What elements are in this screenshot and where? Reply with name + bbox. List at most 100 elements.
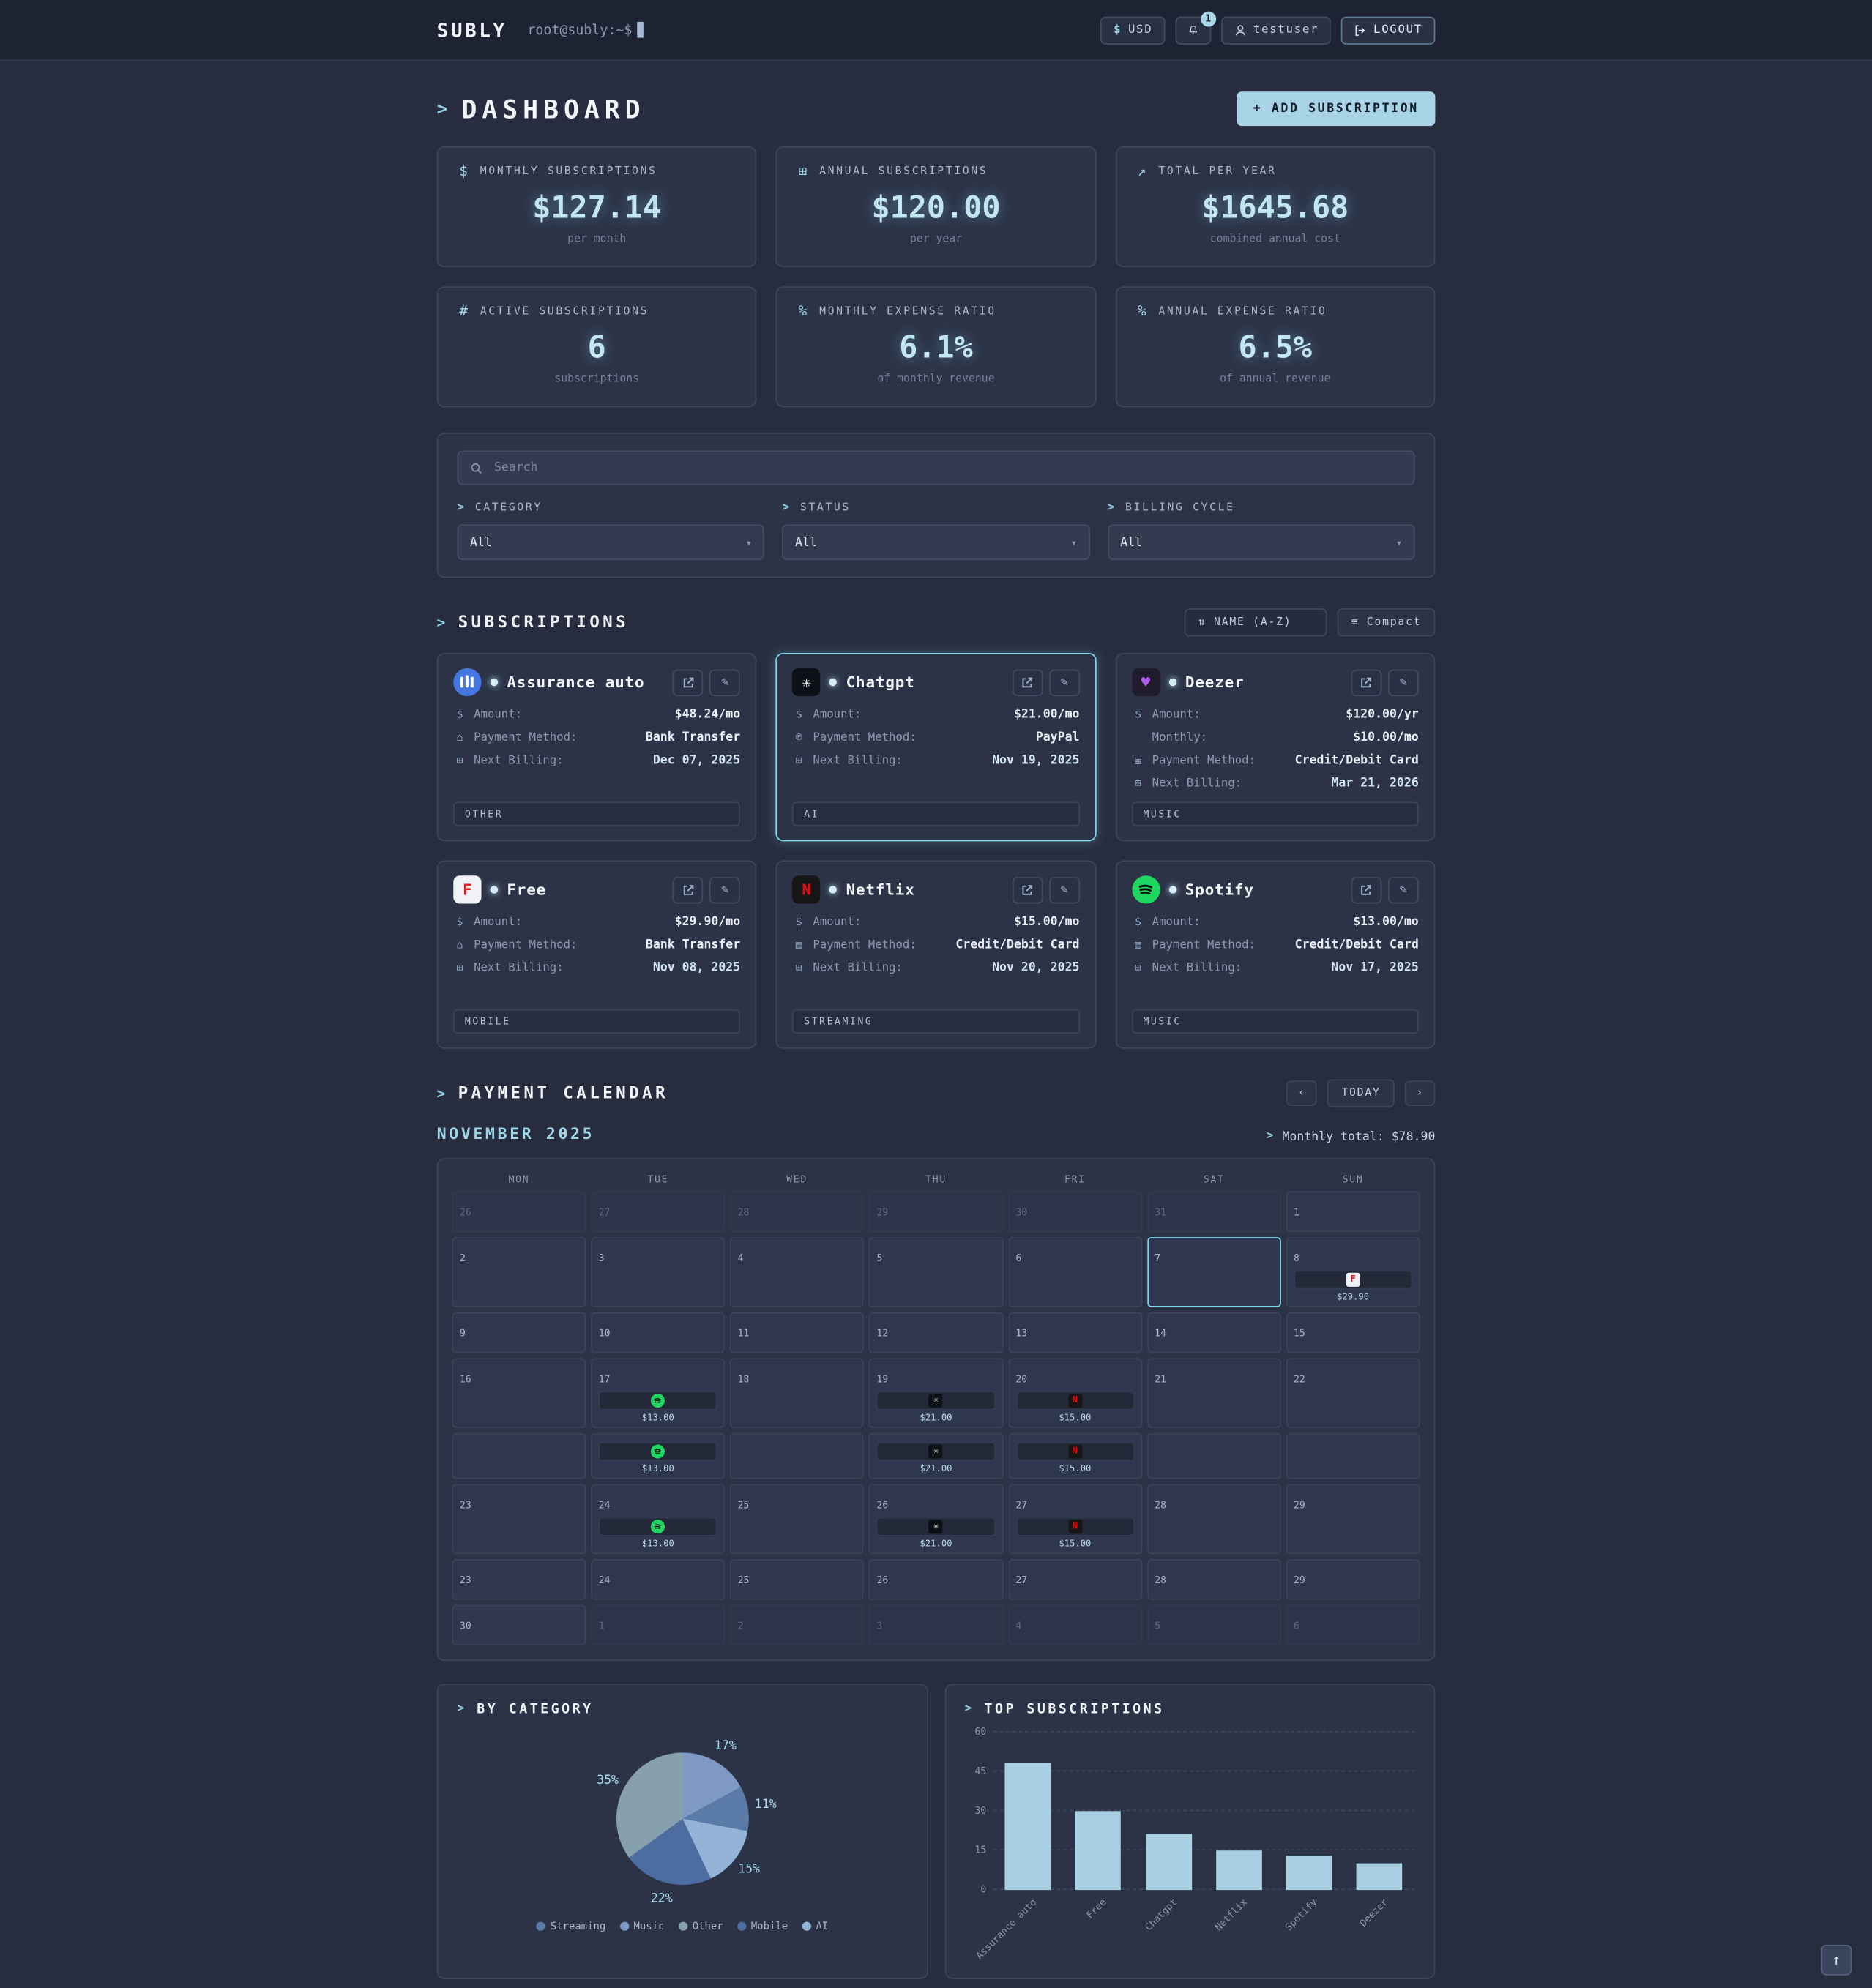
open-external-button[interactable] (673, 876, 704, 903)
status-select[interactable]: All ▾ (782, 524, 1090, 561)
bar-free (1075, 1810, 1122, 1890)
subscription-card-spotify[interactable]: Spotify ✎ $ Amount: $13.00/mo ▤ Payment Method… (1115, 860, 1436, 1049)
stat-value: $127.14 (532, 190, 662, 225)
field-value: Credit/Debit Card (955, 938, 1080, 952)
calendar-prev-button[interactable]: ‹ (1286, 1080, 1318, 1107)
open-external-button[interactable] (1012, 668, 1043, 696)
calendar-day-cell: ✳ $21.00 (869, 1432, 1003, 1479)
calendar-day-28: 28 (1146, 1558, 1281, 1599)
stat-value: $120.00 (871, 190, 1001, 225)
scroll-to-top-button[interactable]: ↑ (1821, 1944, 1852, 1976)
subscription-card-free[interactable]: F Free ✎ $ Amount: $29.90/mo ⌂ Payment Method: B… (436, 860, 757, 1049)
field-value: $120.00/yr (1346, 707, 1419, 722)
free-glyph: F (1350, 1273, 1356, 1284)
filter-category: > CATEGORY All ▾ (457, 501, 765, 561)
subscription-field-row: ⊞ Next Billing: Mar 21, 2026 (1132, 777, 1419, 791)
calendar-event-spotify[interactable]: $13.00 (598, 1441, 717, 1473)
subscription-card-chatgpt[interactable]: ✳ Chatgpt ✎ $ Amount: $21.00/mo ℗ Payment Metho… (775, 653, 1097, 842)
search-input[interactable] (491, 459, 1403, 477)
open-external-button[interactable] (1351, 668, 1382, 696)
spotify-logo-icon (651, 1443, 665, 1458)
dollar-icon: $ (459, 162, 468, 180)
legend-item-music[interactable]: Music (619, 1920, 664, 1932)
calendar-day-25: 25 (730, 1558, 865, 1599)
edit-button[interactable]: ✎ (1388, 876, 1419, 903)
open-external-button[interactable] (1012, 876, 1043, 903)
edit-button[interactable]: ✎ (1048, 876, 1080, 903)
edit-button[interactable]: ✎ (709, 876, 741, 903)
calendar-event-netflix[interactable]: N $15.00 (1015, 1516, 1135, 1548)
calendar-day-11: 11 (730, 1311, 865, 1353)
bar-chart: 0 15 30 45 60 (965, 1725, 1415, 1894)
compact-view-button[interactable]: ≡ Compact (1337, 608, 1436, 637)
calendar-icon: ⊞ (798, 162, 808, 180)
external-link-icon (1022, 884, 1033, 894)
prompt-chevron: > (1266, 1130, 1274, 1143)
subscription-field-row: ⊞ Next Billing: Nov 20, 2025 (793, 961, 1080, 975)
subscription-card-assurance[interactable]: Assurance auto ✎ $ Amount: $48.24/mo ⌂ Payment… (436, 653, 757, 842)
field-label-text: Payment Method: (474, 938, 578, 952)
calendar-today-button[interactable]: TODAY (1327, 1079, 1395, 1107)
subscription-card-deezer[interactable]: ♥ Deezer ✎ $ Amount: $120.00/yr Monthly: $10.00… (1115, 653, 1436, 842)
subscription-name: Assurance auto (507, 673, 645, 692)
subscription-card-header: ♥ Deezer ✎ (1131, 668, 1419, 697)
edit-button[interactable]: ✎ (709, 668, 741, 696)
stat-card-header: % MONTHLY EXPENSE RATIO (795, 303, 1077, 320)
calendar-next-button[interactable]: › (1404, 1080, 1436, 1107)
today-label: TODAY (1341, 1086, 1381, 1100)
bar-label-netflix: Netflix (1212, 1895, 1250, 1932)
spotify-logo-icon (651, 1519, 665, 1533)
bar-assurance-auto (1004, 1762, 1051, 1890)
open-external-button[interactable] (1351, 876, 1382, 903)
field-label: ▤ Payment Method: (793, 938, 917, 951)
field-value: $21.00/mo (1013, 707, 1080, 722)
field-label-text: Amount: (1152, 916, 1201, 929)
open-external-button[interactable] (673, 668, 704, 696)
edit-button[interactable]: ✎ (1388, 668, 1419, 696)
status-dot (829, 886, 838, 894)
subscription-card-netflix[interactable]: N Netflix ✎ $ Amount: $15.00/mo ▤ Payment Metho… (775, 860, 1097, 1049)
user-button[interactable]: testuser (1221, 15, 1332, 44)
calendar-event-netflix[interactable]: N $15.00 (1015, 1441, 1135, 1473)
trend-icon: ↗ (1137, 162, 1146, 180)
calendar-event-chatgpt[interactable]: ✳ $21.00 (876, 1390, 996, 1422)
subscription-card-header: F Free ✎ (453, 875, 741, 904)
edit-button[interactable]: ✎ (1048, 668, 1080, 696)
calendar-event-chatgpt[interactable]: ✳ $21.00 (876, 1516, 996, 1548)
calendar-day-cell (730, 1432, 865, 1479)
day-number: 5 (1155, 1619, 1161, 1632)
legend-item-streaming[interactable]: Streaming (536, 1920, 605, 1932)
dashboard-header: > DASHBOARD + ADD SUBSCRIPTION (437, 91, 1436, 127)
stat-value: 6 (587, 329, 606, 366)
currency-button[interactable]: $ USD (1100, 15, 1166, 44)
notifications-button[interactable]: 1 (1175, 10, 1217, 44)
day-number: 25 (737, 1498, 750, 1511)
add-subscription-button[interactable]: + ADD SUBSCRIPTION (1237, 91, 1436, 127)
external-link-icon (1362, 676, 1372, 687)
card-icon: ▤ (1135, 754, 1141, 767)
filter-billing-label: BILLING CYCLE (1125, 501, 1235, 515)
event-pill: ✳ (876, 1516, 996, 1536)
bar-chart-y-axis: 0 15 30 45 60 (965, 1725, 993, 1894)
calendar-event-spotify[interactable]: $13.00 (598, 1390, 717, 1422)
calendar-event-chatgpt[interactable]: ✳ $21.00 (876, 1441, 996, 1473)
legend-item-mobile[interactable]: Mobile (737, 1920, 788, 1932)
calendar-event-netflix[interactable]: N $15.00 (1015, 1390, 1135, 1422)
category-select[interactable]: All ▾ (457, 524, 765, 561)
sort-button[interactable]: ⇅ NAME (A-Z) (1184, 608, 1327, 637)
pie-percent-ai: 15% (738, 1862, 761, 1877)
by-category-title: BY CATEGORY (477, 1700, 594, 1716)
calendar-event-free[interactable]: F $29.90 (1294, 1269, 1413, 1301)
legend-item-other[interactable]: Other (678, 1920, 723, 1932)
calendar-day-30: 30 (452, 1604, 586, 1645)
event-pill (598, 1441, 717, 1461)
legend-item-ai[interactable]: AI (802, 1920, 828, 1932)
calendar-event-spotify[interactable]: $13.00 (598, 1516, 717, 1548)
chevron-down-icon: ▾ (745, 536, 752, 548)
billing-cycle-select[interactable]: All ▾ (1107, 524, 1415, 561)
calendar-day-cell (452, 1432, 586, 1479)
logout-button[interactable]: LOGOUT (1341, 15, 1436, 44)
calendar-day-5: 5 (1146, 1604, 1281, 1645)
calendar-day-26: 26 ✳ $21.00 (869, 1483, 1003, 1554)
gridline (992, 1769, 1415, 1771)
